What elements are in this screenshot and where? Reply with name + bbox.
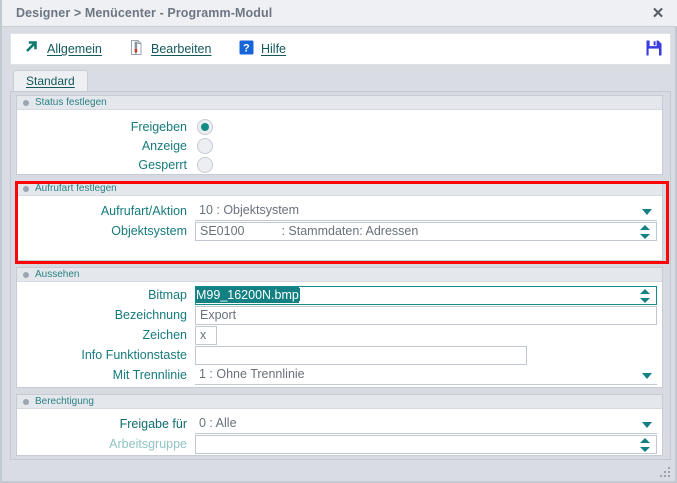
tab-standard[interactable]: Standard [13, 70, 88, 91]
label-arbeitsgruppe: Arbeitsgruppe [109, 437, 187, 451]
input-bezeichnung[interactable]: Export [195, 306, 657, 325]
text-caret [298, 288, 300, 301]
spinner-objektsystem-text: : Stammdaten: Adressen [281, 224, 419, 238]
toolbar-button-allgemein[interactable]: Allgemein [19, 34, 106, 64]
label-row-objektsystem: Objektsystem [17, 222, 187, 241]
radio-label-anzeige: Anzeige [141, 139, 187, 153]
svg-text:?: ? [243, 43, 250, 55]
radio-freigeben[interactable] [197, 119, 213, 135]
label-row-info-funktionstaste: Info Funktionstaste [17, 346, 187, 365]
combobox-freigabe-fuer-value: 0 : Alle [199, 416, 237, 430]
combobox-mit-trennlinie-value: 1 : Ohne Trennlinie [199, 367, 305, 381]
combobox-freigabe-fuer[interactable]: 0 : Alle [195, 415, 657, 434]
group-bullet-icon [23, 99, 29, 106]
group-aussehen-header: Aussehen [17, 268, 662, 282]
label-row-bezeichnung: Bezeichnung [17, 306, 187, 325]
group-aussehen-body: Bitmap M99_16200N.bmp Bezeichnung Export [17, 282, 662, 387]
spinner-objektsystem[interactable]: SE0100 : Stammdaten: Adressen [195, 222, 657, 241]
group-bullet-icon [23, 185, 29, 192]
label-row-aufrufart-aktion: Aufrufart/Aktion [17, 202, 187, 221]
title-bar: Designer > Menücenter - Programm-Modul ✕ [2, 0, 677, 27]
label-bitmap: Bitmap [148, 288, 187, 302]
toolbar-button-hilfe[interactable]: ? Hilfe [235, 34, 290, 64]
radio-label-freigeben: Freigeben [130, 120, 187, 134]
form-page: Status festlegen Freigeben Anzeige Gespe… [10, 91, 671, 460]
window-title: Designer > Menücenter - Programm-Modul [16, 6, 273, 20]
arrow-up-right-icon [23, 39, 40, 59]
toolbar-label-bearbeiten: Bearbeiten [151, 42, 212, 56]
group-aufrufart: Aufrufart festlegen Aufrufart/Aktion 10 … [16, 181, 663, 261]
toolbar-button-bearbeiten[interactable]: Bearbeiten [124, 34, 215, 64]
input-zeichen-value: x [200, 328, 207, 342]
group-aufrufart-header: Aufrufart festlegen [17, 182, 662, 196]
label-freigabe-fuer: Freigabe für [119, 417, 187, 431]
label-bezeichnung: Bezeichnung [114, 308, 187, 322]
label-mit-trennlinie: Mit Trennlinie [112, 368, 187, 382]
save-button[interactable] [642, 37, 666, 61]
spinner-bitmap-value: M99_16200N.bmp [196, 287, 299, 303]
combobox-aufrufart-aktion[interactable]: 10 : Objektsystem [195, 202, 657, 221]
group-aussehen: Aussehen Bitmap M99_16200N.bmp Bezeichnu… [16, 267, 663, 388]
radio-anzeige[interactable] [197, 138, 213, 154]
input-info-funktionstaste[interactable] [195, 346, 527, 365]
radio-row-gesperrt: Gesperrt [17, 156, 187, 175]
label-row-zeichen: Zeichen [17, 326, 187, 345]
group-status-header: Status festlegen [17, 96, 662, 110]
group-berechtigung-title: Berechtigung [35, 396, 94, 407]
group-bullet-icon [23, 398, 29, 405]
chevron-down-icon[interactable] [642, 209, 652, 215]
floppy-disk-save-icon [645, 39, 663, 60]
spinner-up-down-icon[interactable] [640, 437, 651, 452]
label-row-freigabe-fuer: Freigabe für [17, 415, 187, 434]
label-objektsystem: Objektsystem [111, 224, 187, 238]
combobox-aufrufart-aktion-value: 10 : Objektsystem [199, 203, 300, 217]
radio-label-gesperrt: Gesperrt [138, 158, 187, 172]
question-mark-icon: ? [239, 40, 254, 58]
label-zeichen: Zeichen [142, 328, 187, 342]
toolbar-label-hilfe: Hilfe [261, 42, 287, 56]
label-info-funktionstaste: Info Funktionstaste [81, 348, 187, 362]
document-edit-icon [128, 39, 144, 59]
group-aussehen-title: Aussehen [35, 269, 80, 280]
label-aufrufart-aktion: Aufrufart/Aktion [100, 204, 187, 218]
group-aufrufart-title: Aufrufart festlegen [35, 183, 117, 194]
close-icon[interactable]: ✕ [651, 5, 665, 22]
group-berechtigung-body: Freigabe für 0 : Alle Arbeitsgruppe [17, 409, 662, 455]
tab-strip: Standard [10, 70, 671, 91]
label-row-bitmap: Bitmap [17, 286, 187, 305]
radio-row-freigeben: Freigeben [17, 118, 187, 137]
group-status-title: Status festlegen [35, 97, 107, 108]
combobox-mit-trennlinie[interactable]: 1 : Ohne Trennlinie [195, 366, 657, 385]
radio-row-anzeige: Anzeige [17, 137, 187, 156]
toolbar-label-allgemein: Allgemein [47, 42, 102, 56]
spinner-objektsystem-code: SE0100 [200, 224, 245, 238]
label-row-arbeitsgruppe: Arbeitsgruppe [17, 435, 187, 454]
spinner-arbeitsgruppe[interactable] [195, 435, 657, 454]
spinner-up-down-icon[interactable] [640, 288, 651, 303]
input-bezeichnung-value: Export [200, 308, 237, 322]
label-row-mit-trennlinie: Mit Trennlinie [17, 366, 187, 385]
spinner-bitmap[interactable]: M99_16200N.bmp [195, 286, 657, 305]
radio-gesperrt[interactable] [197, 157, 213, 173]
spinner-up-down-icon[interactable] [640, 224, 651, 239]
group-status: Status festlegen Freigeben Anzeige Gespe… [16, 95, 663, 175]
group-status-body: Freigeben Anzeige Gesperrt [17, 110, 662, 174]
group-bullet-icon [23, 271, 29, 278]
chevron-down-icon[interactable] [642, 373, 652, 379]
resize-grip[interactable] [659, 466, 671, 478]
group-aufrufart-body: Aufrufart/Aktion 10 : Objektsystem Objek… [17, 196, 662, 260]
group-berechtigung-header: Berechtigung [17, 395, 662, 409]
input-zeichen[interactable]: x [195, 326, 217, 345]
toolbar: Allgemein Bearbeiten ? Hil [10, 33, 671, 65]
tab-standard-label: Standard [26, 74, 75, 88]
group-berechtigung: Berechtigung Freigabe für 0 : Alle Arbei… [16, 394, 663, 456]
chevron-down-icon[interactable] [642, 422, 652, 428]
